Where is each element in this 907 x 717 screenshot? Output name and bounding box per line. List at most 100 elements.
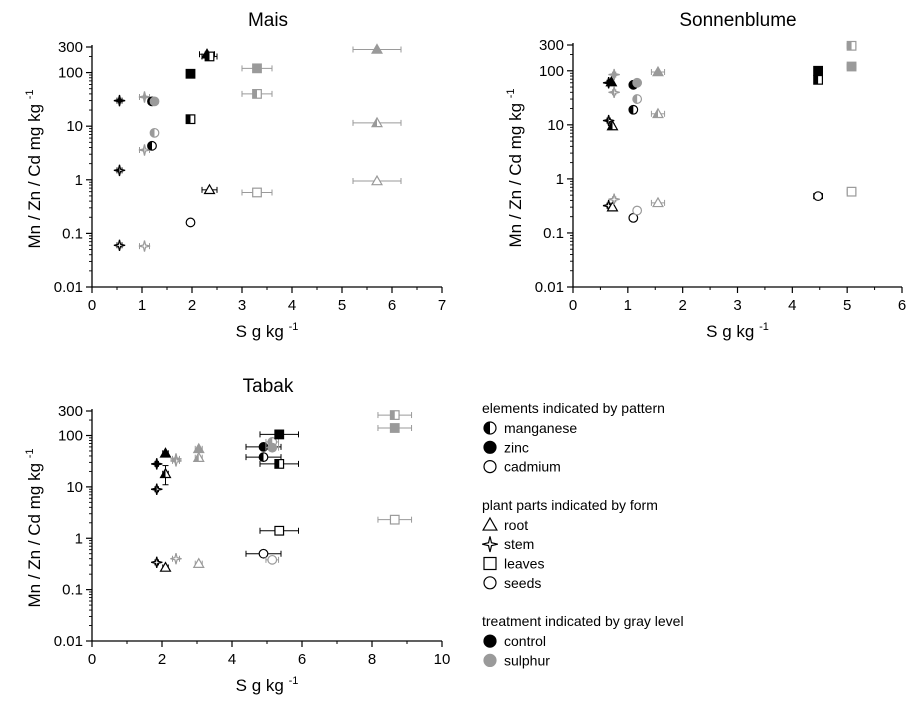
data-point-square [813, 74, 824, 85]
data-point-circle [147, 140, 157, 151]
legend-item-stem: stem [482, 536, 534, 552]
data-point-triangle [192, 557, 205, 568]
y-tick-label: 0.01 [535, 279, 564, 296]
legend-item-leaves: leaves [483, 556, 544, 572]
data-point-triangle [201, 183, 218, 195]
legend-item-zinc: zinc [483, 439, 529, 455]
data-point-star [608, 193, 620, 205]
legend-group-title: elements indicated by pattern [482, 400, 665, 416]
y-axis-label: Mn / Zn / Cd mg kg -1 [24, 89, 44, 248]
data-point-circle [632, 205, 643, 216]
x-axis-label: S g kg -1 [236, 675, 299, 695]
x-tick-label: 2 [188, 297, 196, 314]
y-tick-label: 100 [58, 428, 83, 445]
legend-item-label: seeds [504, 575, 541, 591]
data-point-circle [632, 94, 643, 104]
data-point-square [377, 410, 413, 420]
y-tick-label: 100 [58, 65, 83, 82]
data-point-circle [245, 452, 282, 462]
x-tick-label: 2 [678, 297, 686, 314]
data-point-star [151, 458, 163, 470]
x-tick-label: 6 [898, 297, 906, 314]
y-tick-label: 1 [556, 171, 564, 188]
legend-item-seeds: seeds [483, 575, 541, 591]
x-tick-label: 5 [338, 297, 346, 314]
data-point-circle [265, 442, 280, 453]
data-point-square [846, 40, 857, 51]
y-tick-label: 0.1 [543, 225, 564, 242]
legend-item-sulphur: sulphur [483, 652, 550, 668]
data-point-square [846, 61, 857, 72]
legend-group-title: plant parts indicated by form [482, 497, 658, 513]
x-tick-label: 6 [298, 651, 306, 668]
x-tick-label: 8 [368, 651, 376, 668]
data-point-circle [245, 548, 282, 559]
chart-panel-tabak: Tabak 0 2 4 6 8 10 0.01 0.1 1 10 100 300 S g kg -1 Mn … [24, 376, 450, 695]
x-axis-label: S g kg -1 [236, 321, 299, 341]
x-tick-label: 0 [88, 297, 96, 314]
data-point-triangle [606, 201, 619, 212]
legend-item-root: root [482, 516, 528, 533]
data-point-circle [265, 554, 280, 565]
x-tick-label: 0 [569, 297, 577, 314]
y-tick-label: 1 [75, 172, 83, 189]
data-point-star [602, 114, 615, 127]
data-point-star [113, 164, 126, 177]
axes: 0 2 4 6 8 10 0.01 0.1 1 10 100 300 [54, 403, 451, 668]
y-tick-label: 0.01 [54, 279, 83, 296]
data-points [113, 43, 402, 252]
data-point-star [138, 240, 151, 252]
data-point-square [813, 65, 824, 76]
data-point-square [259, 429, 299, 440]
data-point-triangle [159, 465, 172, 486]
y-tick-label: 0.1 [62, 582, 83, 599]
data-point-star [113, 239, 126, 252]
x-tick-label: 4 [228, 651, 236, 668]
data-point-star [608, 68, 620, 81]
x-tick-label: 10 [434, 651, 451, 668]
data-point-square [377, 423, 413, 433]
data-point-star [151, 483, 163, 495]
data-point-square [185, 114, 196, 125]
x-tick-label: 0 [88, 651, 96, 668]
data-point-star [113, 94, 126, 107]
y-tick-label: 1 [75, 530, 83, 547]
data-point-triangle [159, 561, 172, 572]
x-tick-label: 5 [843, 297, 851, 314]
y-tick-label: 100 [539, 63, 564, 80]
data-point-triangle [192, 451, 205, 463]
x-tick-label: 2 [158, 651, 166, 668]
data-point-circle [632, 77, 643, 88]
data-point-circle [149, 127, 160, 138]
data-point-square [846, 186, 857, 197]
data-point-star [170, 552, 182, 565]
legend-item-label: control [504, 633, 546, 649]
data-point-triangle [650, 196, 666, 208]
legend-group-title: treatment indicated by gray level [482, 613, 684, 629]
y-tick-label: 10 [547, 117, 564, 134]
data-point-square [259, 459, 299, 469]
x-tick-label: 1 [138, 297, 146, 314]
chart-panel-mais: Mais 0 1 2 3 4 5 6 7 0.01 0.1 1 10 100 300 S g kg -1 Mn … [24, 10, 446, 341]
data-point-star [138, 91, 151, 103]
y-axis-label: Mn / Zn / Cd mg kg -1 [24, 448, 44, 607]
data-point-triangle [650, 107, 666, 119]
chart-title: Sonnenblume [679, 10, 796, 31]
legend-item-label: root [504, 517, 528, 533]
chart-title: Tabak [243, 376, 294, 397]
data-point-triangle [650, 65, 666, 77]
data-point-circle [185, 217, 196, 228]
data-point-triangle [352, 43, 402, 54]
data-point-square [377, 514, 413, 525]
data-point-star [170, 455, 182, 467]
legend-item-manganese: manganese [483, 420, 577, 436]
data-point-triangle [605, 75, 618, 87]
x-axis-label: S g kg -1 [706, 321, 769, 341]
data-point-square [259, 525, 299, 536]
data-point-circle [813, 191, 824, 202]
data-point-triangle [159, 447, 172, 458]
legend-item-label: zinc [504, 439, 529, 455]
y-axis-label: Mn / Zn / Cd mg kg -1 [505, 88, 525, 247]
data-point-circle [628, 104, 639, 115]
data-point-triangle [606, 119, 619, 131]
